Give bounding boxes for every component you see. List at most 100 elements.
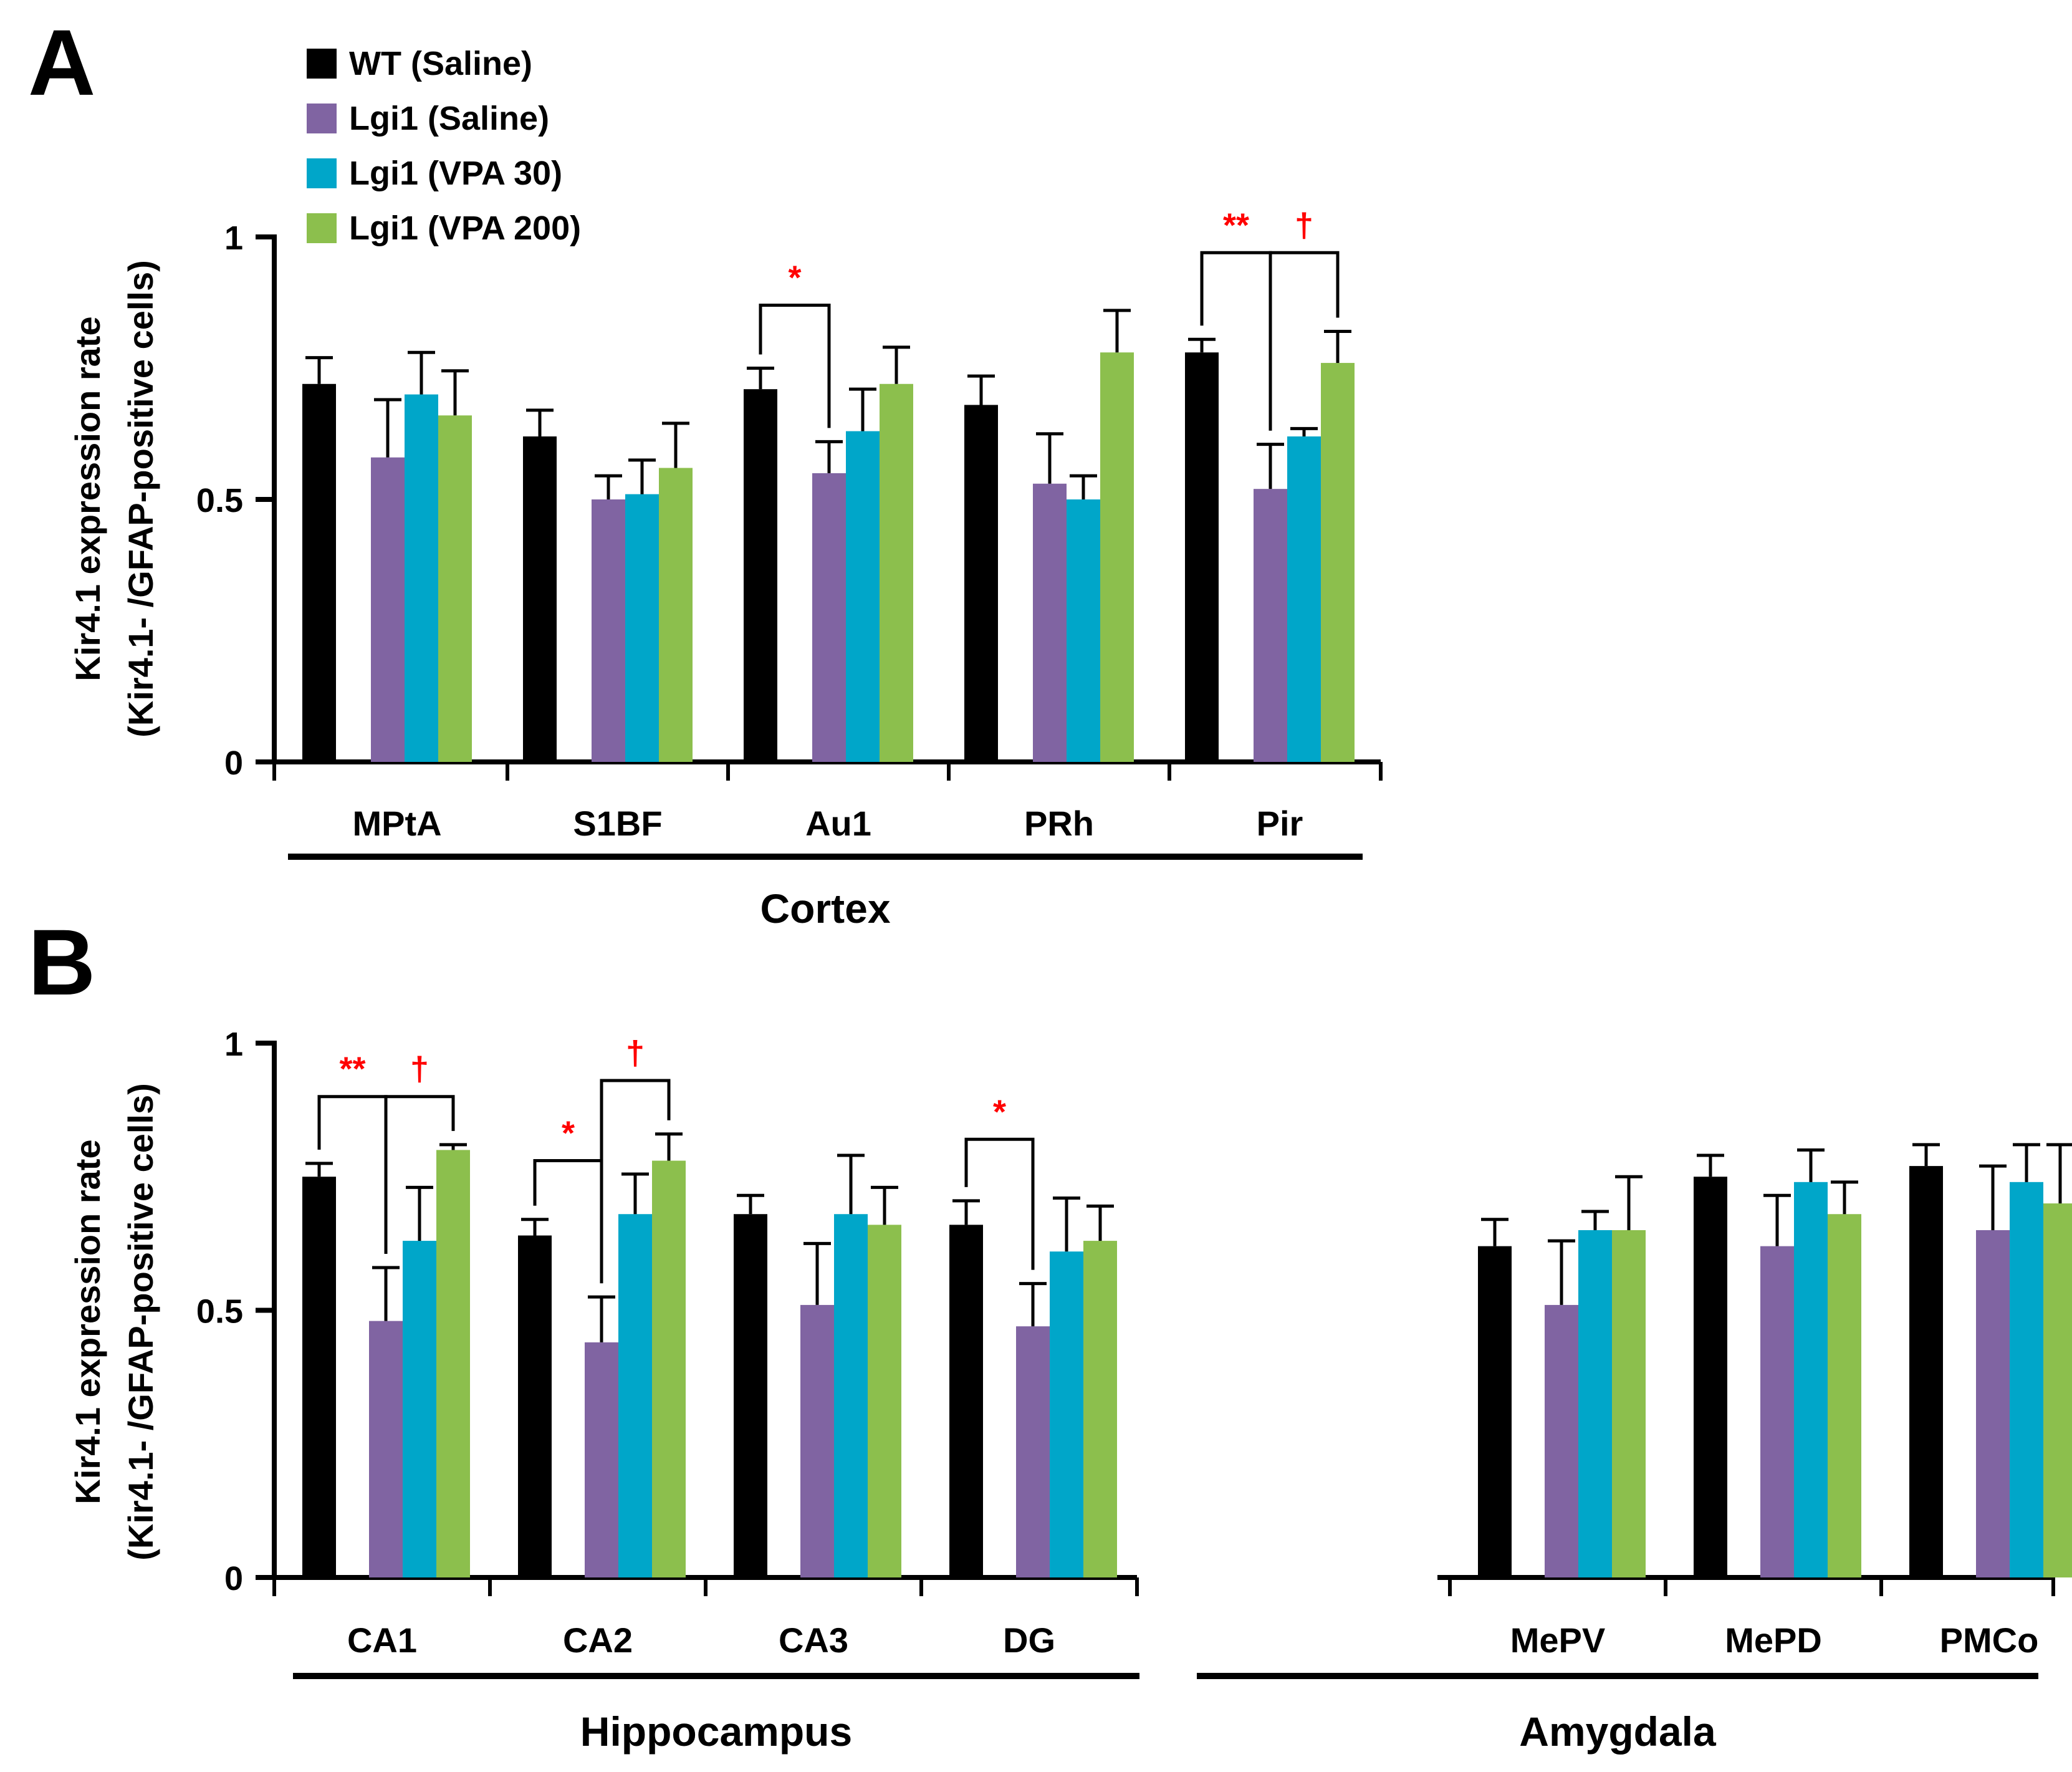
category-label-s1bf: S1BF [573,804,662,843]
bar-dg-lgi1-saline [1016,1326,1050,1577]
panel-a-letter: A [28,10,95,115]
bar-mpta-wt-saline [302,383,336,762]
legend-swatch-wt-saline [307,49,337,79]
bar-ca1-lgi1-saline [369,1321,403,1577]
legend-label-lgi1-vpa-30: Lgi1 (VPA 30) [349,155,562,192]
y-tick-label: 1 [224,219,243,257]
significance-label-ca2-3: † [626,1034,645,1072]
bar-ca3-wt-saline [734,1214,767,1577]
significance-label-dg-4: * [993,1093,1006,1130]
bar-ca2-wt-saline [518,1235,552,1577]
bar-pmco-lgi1-vpa-200 [2043,1203,2072,1577]
bar-ca1-wt-saline [302,1177,336,1577]
region-label-amygdala: Amygdala [1519,1708,1717,1755]
bar-pir-lgi1-vpa-200 [1321,363,1355,762]
bar-ca2-lgi1-vpa-30 [618,1214,652,1577]
bar-pir-lgi1-saline [1254,489,1287,762]
significance-bracket-dg-4 [964,1137,1035,1270]
y-tick-label: 0.5 [196,1293,243,1331]
significance-label-pir-2: † [1295,206,1313,244]
bar-pmco-wt-saline [1909,1166,1943,1577]
panel-a-chart: Kir4.1 expression rate (Kir4.1- /GFAP-pos… [68,206,1383,932]
bar-mepv-lgi1-vpa-30 [1578,1230,1612,1577]
significance-label-ca1-1: † [410,1051,429,1088]
bar-pmco-lgi1-saline [1976,1230,2010,1577]
bar-ca3-lgi1-vpa-200 [868,1225,901,1577]
bar-mepd-lgi1-vpa-200 [1828,1214,1861,1577]
significance-label-ca1-0: ** [339,1051,365,1088]
bar-ca1-lgi1-vpa-30 [403,1241,436,1577]
significance-label-pir-1: ** [1223,206,1249,244]
y-tick-label: 0.5 [196,482,243,519]
bar-au1-wt-saline [744,389,777,762]
significance-bracket-ca1-1 [384,1095,455,1254]
y-axis-title-line1: Kir4.1 expression rate [68,316,107,681]
category-label-mepv: MePV [1510,1620,1606,1660]
bar-ca3-lgi1-vpa-30 [834,1214,868,1577]
legend-label-wt-saline: WT (Saline) [349,45,532,82]
category-label-ca2: CA2 [563,1620,633,1660]
significance-bracket-pir-2 [1269,251,1340,431]
category-label-ca3: CA3 [779,1620,848,1660]
category-label-ca1: CA1 [347,1620,417,1660]
category-label-au1: Au1 [805,804,871,843]
bar-ca2-lgi1-saline [585,1342,618,1577]
panel-b-chart: Kir4.1 expression rate (Kir4.1- /GFAP-pos… [68,1026,2072,1755]
region-label-hippocampus: Hippocampus [580,1708,852,1755]
bar-au1-lgi1-vpa-200 [880,383,913,762]
legend-label-lgi1-vpa-200: Lgi1 (VPA 200) [349,209,581,247]
y-axis-title-line2: (Kir4.1- /GFAP-positive cells) [121,1083,160,1561]
category-label-pir: Pir [1257,804,1303,843]
bar-dg-lgi1-vpa-30 [1050,1251,1083,1577]
category-label-prh: PRh [1024,804,1094,843]
y-tick-label: 1 [224,1026,243,1063]
bar-s1bf-lgi1-vpa-30 [625,494,659,762]
bar-mpta-lgi1-vpa-200 [438,415,472,762]
bar-prh-lgi1-vpa-200 [1100,352,1134,762]
bar-mepv-wt-saline [1478,1246,1512,1577]
significance-label-au1-0: * [788,259,801,296]
bar-mepd-lgi1-saline [1760,1246,1794,1577]
bar-prh-wt-saline [964,405,998,762]
legend: WT (Saline) Lgi1 (Saline) Lgi1 (VPA 30) Lgi… [307,45,581,247]
bar-s1bf-wt-saline [523,436,557,762]
y-tick-label: 0 [224,744,243,782]
region-label-cortex: Cortex [760,885,890,932]
bar-mepv-lgi1-vpa-200 [1612,1230,1646,1577]
bar-ca1-lgi1-vpa-200 [436,1150,470,1577]
y-axis-title-line1: Kir4.1 expression rate [68,1139,107,1504]
bar-mpta-lgi1-saline [371,457,405,762]
bar-pmco-lgi1-vpa-30 [2010,1182,2043,1577]
bar-au1-lgi1-saline [812,473,846,762]
significance-bracket-ca2-3 [600,1079,671,1284]
panel-b-letter: B [28,910,95,1014]
legend-swatch-lgi1-vpa-200 [307,213,337,243]
bar-prh-lgi1-saline [1033,483,1067,762]
bar-s1bf-lgi1-vpa-200 [659,468,693,762]
legend-label-lgi1-saline: Lgi1 (Saline) [349,100,549,137]
y-axis-title-line2: (Kir4.1- /GFAP-positive cells) [121,260,160,738]
bar-pir-wt-saline [1185,352,1219,762]
bar-prh-lgi1-vpa-30 [1067,499,1100,762]
bar-mepd-wt-saline [1694,1177,1727,1577]
bar-mpta-lgi1-vpa-30 [405,394,438,762]
bar-pir-lgi1-vpa-30 [1287,436,1321,762]
category-label-pmco: PMCo [1940,1620,2039,1660]
bar-mepv-lgi1-saline [1545,1304,1578,1577]
bar-ca2-lgi1-vpa-200 [652,1160,686,1577]
category-label-mpta: MPtA [352,804,441,843]
bar-dg-lgi1-vpa-200 [1083,1241,1117,1577]
bar-dg-wt-saline [949,1225,983,1577]
legend-swatch-lgi1-vpa-30 [307,158,337,188]
bar-au1-lgi1-vpa-30 [846,431,880,762]
category-label-dg: DG [1003,1620,1055,1660]
significance-label-ca2-2: * [562,1115,575,1152]
legend-swatch-lgi1-saline [307,104,337,133]
significance-bracket-au1-0 [759,303,831,428]
bar-mepd-lgi1-vpa-30 [1794,1182,1828,1577]
bar-s1bf-lgi1-saline [592,499,625,762]
category-label-mepd: MePD [1725,1620,1822,1660]
y-tick-label: 0 [224,1560,243,1597]
